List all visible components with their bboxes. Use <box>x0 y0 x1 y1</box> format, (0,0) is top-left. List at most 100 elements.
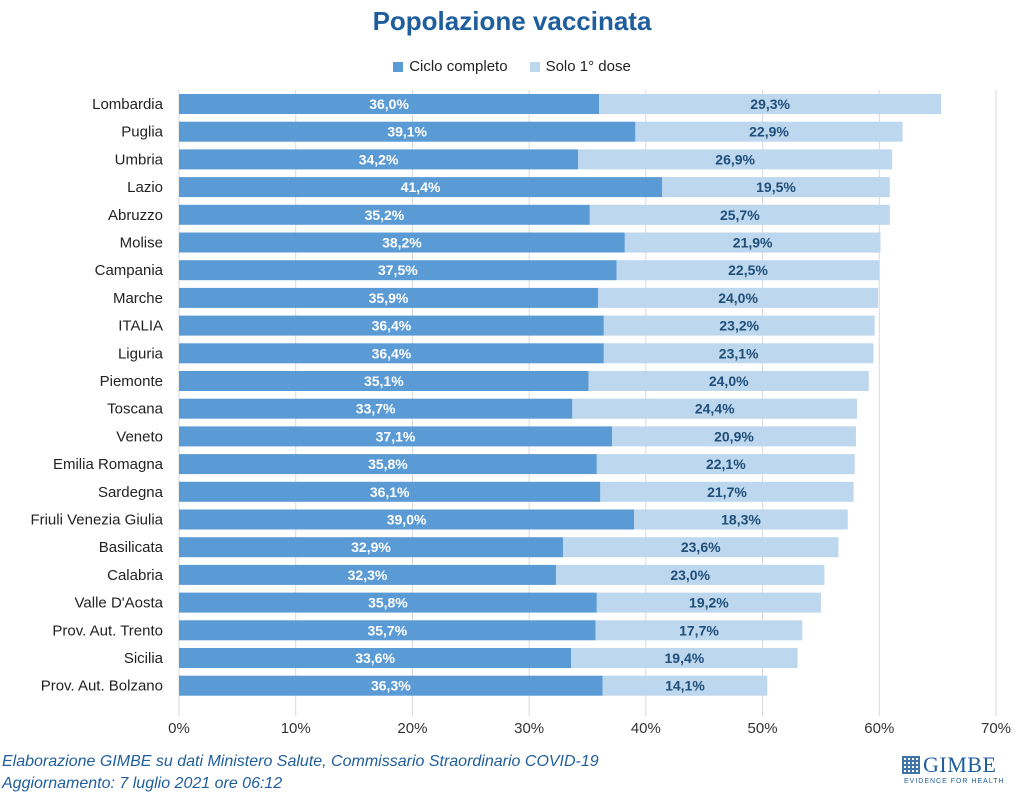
footer-update: Aggiornamento: 7 luglio 2021 ore 06:12 <box>2 775 283 792</box>
data-label-ciclo-completo: 35,9% <box>369 290 409 306</box>
category-label: Sicilia <box>124 650 164 667</box>
data-label-solo-prima-dose: 29,3% <box>750 96 790 112</box>
bar-ciclo-completo <box>179 398 573 419</box>
data-label-ciclo-completo: 35,8% <box>368 595 408 611</box>
data-label-solo-prima-dose: 17,7% <box>679 622 719 638</box>
bar-solo-prima-dose <box>595 620 803 641</box>
data-label-solo-prima-dose: 25,7% <box>720 207 760 223</box>
data-label-ciclo-completo: 39,0% <box>387 512 427 528</box>
bar-solo-prima-dose <box>603 315 875 336</box>
bar-ciclo-completo <box>179 121 636 142</box>
category-label: ITALIA <box>118 318 163 335</box>
bar-ciclo-completo <box>179 426 613 447</box>
data-label-solo-prima-dose: 22,5% <box>728 262 768 278</box>
category-label: Puglia <box>121 124 163 141</box>
data-label-solo-prima-dose: 18,3% <box>721 512 761 528</box>
category-label: Calabria <box>107 567 164 584</box>
bar-solo-prima-dose <box>555 564 825 585</box>
bar-solo-prima-dose <box>599 94 942 114</box>
data-label-ciclo-completo: 36,3% <box>371 678 411 694</box>
data-label-ciclo-completo: 35,2% <box>365 207 405 223</box>
data-label-ciclo-completo: 32,3% <box>348 567 388 583</box>
data-label-ciclo-completo: 41,4% <box>401 179 441 195</box>
bar-ciclo-completo <box>179 564 556 585</box>
data-label-solo-prima-dose: 21,7% <box>707 484 747 500</box>
data-label-solo-prima-dose: 23,0% <box>670 567 710 583</box>
data-label-solo-prima-dose: 22,1% <box>706 456 746 472</box>
data-label-solo-prima-dose: 26,9% <box>715 151 755 167</box>
data-label-solo-prima-dose: 20,9% <box>714 428 754 444</box>
bar-solo-prima-dose <box>596 592 821 613</box>
category-label: Lombardia <box>92 96 164 113</box>
bar-solo-prima-dose <box>589 204 890 225</box>
category-label: Piemonte <box>100 373 163 390</box>
data-label-ciclo-completo: 33,7% <box>356 401 396 417</box>
bar-solo-prima-dose <box>578 149 893 170</box>
data-label-solo-prima-dose: 23,1% <box>719 345 759 361</box>
bar-ciclo-completo <box>179 675 603 696</box>
data-label-ciclo-completo: 36,4% <box>372 345 412 361</box>
bar-solo-prima-dose <box>602 675 768 696</box>
x-tick-label: 50% <box>748 720 778 737</box>
bar-ciclo-completo <box>179 94 600 114</box>
data-label-solo-prima-dose: 24,0% <box>709 373 749 389</box>
bar-solo-prima-dose <box>624 232 881 253</box>
category-label: Valle D'Aosta <box>75 595 164 612</box>
bar-solo-prima-dose <box>616 260 880 281</box>
data-label-solo-prima-dose: 22,9% <box>749 124 789 140</box>
data-label-ciclo-completo: 36,4% <box>372 318 412 334</box>
bar-solo-prima-dose <box>634 509 848 530</box>
data-label-ciclo-completo: 35,7% <box>367 622 407 638</box>
bar-solo-prima-dose <box>600 481 854 502</box>
bar-ciclo-completo <box>179 509 635 530</box>
x-tick-label: 70% <box>981 720 1011 737</box>
bar-solo-prima-dose <box>612 426 856 447</box>
category-label: Sardegna <box>98 484 164 501</box>
data-label-solo-prima-dose: 19,4% <box>665 650 705 666</box>
gimbe-logo: GIMBE EVIDENCE FOR HEALTH <box>902 752 1005 785</box>
x-tick-label: 10% <box>281 720 311 737</box>
chart-title: Popolazione vaccinata <box>372 6 652 36</box>
bar-ciclo-completo <box>179 481 601 502</box>
data-label-solo-prima-dose: 24,4% <box>695 401 735 417</box>
category-label: Friuli Venezia Giulia <box>30 512 163 529</box>
bar-solo-prima-dose <box>588 371 869 391</box>
bar-ciclo-completo <box>179 149 579 170</box>
bar-ciclo-completo <box>179 315 604 336</box>
legend-swatch-solo-prima-dose <box>529 61 540 72</box>
bar-solo-prima-dose <box>662 177 890 198</box>
footer-source: Elaborazione GIMBE su dati Ministero Sal… <box>2 753 599 770</box>
gimbe-logo-text: GIMBE <box>923 752 997 777</box>
data-label-ciclo-completo: 36,0% <box>369 96 409 112</box>
legend-item-solo-prima-dose: Solo 1° dose <box>529 58 631 75</box>
x-tick-label: 30% <box>514 720 544 737</box>
category-label: Umbria <box>115 151 164 168</box>
category-label: Liguria <box>118 345 164 362</box>
data-label-solo-prima-dose: 23,2% <box>719 318 759 334</box>
bar-ciclo-completo <box>179 537 563 558</box>
category-label: Basilicata <box>99 539 164 556</box>
data-label-solo-prima-dose: 19,2% <box>689 595 729 611</box>
data-label-ciclo-completo: 37,5% <box>378 262 418 278</box>
category-label: Emilia Romagna <box>53 456 164 473</box>
data-label-ciclo-completo: 39,1% <box>387 124 427 140</box>
data-label-solo-prima-dose: 23,6% <box>681 539 721 555</box>
data-label-ciclo-completo: 35,8% <box>368 456 408 472</box>
data-label-solo-prima-dose: 21,9% <box>733 235 773 251</box>
category-label: Toscana <box>107 401 164 418</box>
bar-ciclo-completo <box>179 343 604 364</box>
bar-ciclo-completo <box>179 371 589 391</box>
chart-plot: 0% 10% 20% 30% 40% 50% 60% 70% Lombardia 36,0% 29,… <box>30 90 1011 737</box>
legend-item-ciclo-completo: Ciclo completo <box>393 58 508 75</box>
legend-label-solo-prima-dose: Solo 1° dose <box>545 58 631 75</box>
category-label: Prov. Aut. Trento <box>52 622 163 639</box>
data-label-ciclo-completo: 38,2% <box>382 235 422 251</box>
x-tick-label: 20% <box>397 720 427 737</box>
data-label-ciclo-completo: 32,9% <box>351 539 391 555</box>
bar-ciclo-completo <box>179 287 599 308</box>
data-label-solo-prima-dose: 24,0% <box>718 290 758 306</box>
category-label: Marche <box>113 290 163 307</box>
category-label: Prov. Aut. Bolzano <box>41 678 163 695</box>
data-label-ciclo-completo: 37,1% <box>376 428 416 444</box>
bar-solo-prima-dose <box>635 121 903 142</box>
